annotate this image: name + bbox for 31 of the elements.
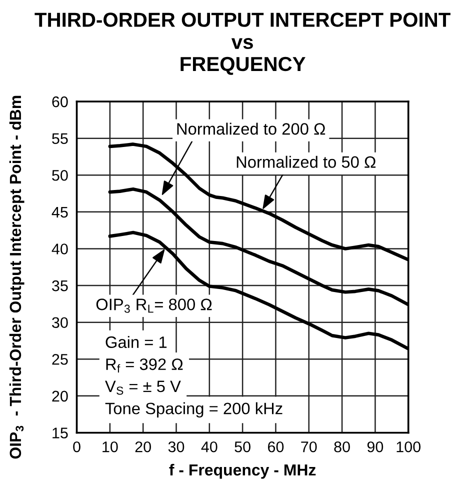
y-tick-label: 15 [52, 428, 68, 438]
y-tick-label: 30 [52, 317, 68, 328]
x-tick-label: 0 [73, 441, 80, 452]
annotation: V$_{S}$ = ± 5 V [105, 380, 181, 395]
x-tick-label: 20 [135, 441, 151, 452]
y-axis-title: OIP$_{3}$ - Third-Order Output Intercept Point - dBm [9, 96, 24, 459]
x-tick-label: 90 [367, 441, 384, 452]
y-tick-label: 50 [52, 170, 68, 181]
annotation: R$_{f}$ = 392 Ω [106, 358, 183, 373]
x-tick-label: 100 [396, 441, 421, 452]
annotation: Normalized to 200 Ω [177, 122, 326, 135]
x-tick-label: 50 [234, 441, 250, 452]
chart-title: THIRD-ORDER OUTPUT INTERCEPT POINT vs FREQUENCY [34, 12, 450, 75]
annotation: Gain = 1 [106, 336, 167, 348]
x-tick-label: 10 [102, 441, 118, 452]
x-tick-label: 80 [334, 441, 350, 452]
y-tick-label: 40 [52, 244, 68, 254]
y-tick-label: 35 [52, 280, 68, 292]
y-tick-label: 55 [52, 133, 68, 144]
x-tick-label: 40 [201, 441, 218, 452]
y-tick-label: 60 [52, 96, 68, 108]
y-tick-label: 45 [52, 206, 68, 218]
annotation: Normalized to 50 Ω [236, 156, 376, 168]
annotation: Tone Spacing = 200 kHz [105, 402, 282, 418]
y-tick-label: 25 [52, 354, 68, 365]
x-tick-label: 30 [168, 441, 184, 452]
y-tick-label: 20 [52, 390, 68, 402]
annotation: OIP$_{3}$ R$_{L}$= 800 Ω [96, 298, 212, 313]
x-axis-title: f - Frequency - MHz [169, 464, 316, 479]
x-tick-label: 60 [268, 441, 284, 452]
x-tick-label: 70 [301, 441, 317, 452]
